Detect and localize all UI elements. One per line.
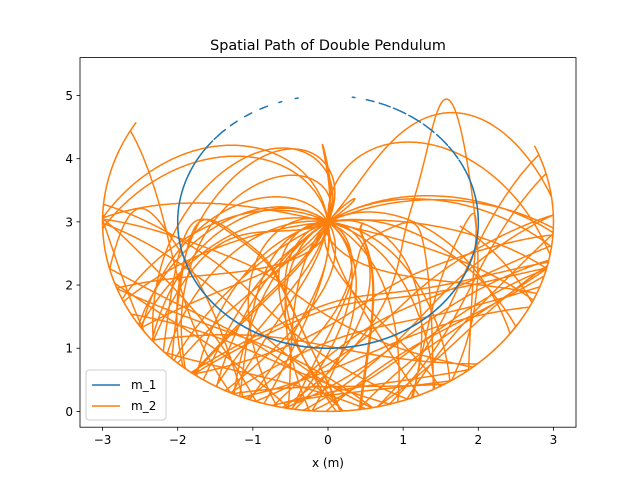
- y-tick-label: 3: [65, 215, 73, 229]
- chart-title: Spatial Path of Double Pendulum: [210, 38, 446, 54]
- x-tick-label: 0: [324, 433, 332, 447]
- plot-area: [101, 96, 555, 413]
- y-tick-label: 2: [65, 279, 73, 293]
- x-tick-label: −3: [94, 433, 112, 447]
- x-tick-label: −1: [244, 433, 262, 447]
- x-axis-label: x (m): [312, 456, 344, 470]
- y-tick-label: 5: [65, 89, 73, 103]
- y-tick-label: 0: [65, 405, 73, 419]
- x-tick-label: 1: [399, 433, 407, 447]
- legend: m_1 m_2: [85, 369, 167, 421]
- y-tick-label: 1: [65, 342, 73, 356]
- legend-label-m2: m_2: [131, 399, 156, 413]
- legend-label-m1: m_1: [131, 378, 156, 392]
- legend-box: [85, 369, 167, 421]
- y-axis-ticks: 0 1 2 3 4 5: [65, 89, 80, 419]
- series-line-m1: [176, 96, 480, 349]
- x-tick-label: 2: [474, 433, 482, 447]
- y-tick-label: 4: [65, 152, 73, 166]
- x-tick-label: 3: [550, 433, 558, 447]
- x-axis-ticks: −3 −2 −1 0 1 2 3: [94, 427, 558, 447]
- x-tick-label: −2: [169, 433, 187, 447]
